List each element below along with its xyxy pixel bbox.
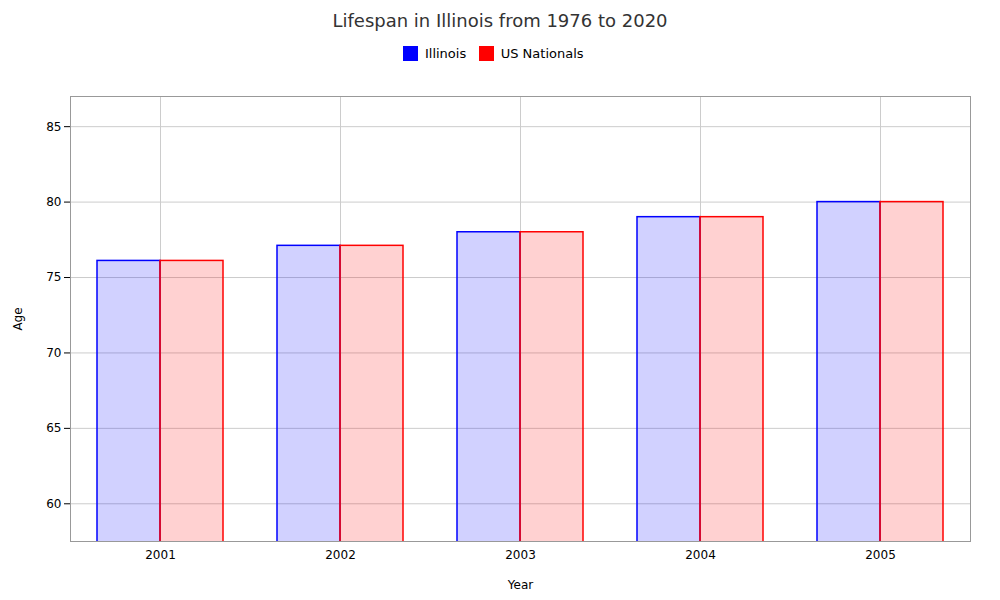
- html-text:Lifespan in Illinois from 1976: Lifespan in Illinois from 1976 to 2020: [332, 10, 668, 31]
- svg-text:2005: 2005: [865, 548, 896, 562]
- svg-text:80: 80: [46, 194, 61, 208]
- svg-text:Year: Year: [507, 577, 533, 591]
- svg-text:2004: 2004: [685, 548, 716, 562]
- html-text:Illinois: Illinois: [425, 46, 467, 61]
- svg-text:2003: 2003: [505, 548, 536, 562]
- svg-text:Age: Age: [11, 307, 25, 330]
- svg-text:2001: 2001: [145, 548, 176, 562]
- svg-text:60: 60: [46, 496, 61, 510]
- html-text:US Nationals: US Nationals: [500, 46, 584, 61]
- svg-text:75: 75: [46, 270, 61, 284]
- svg-text:2002: 2002: [325, 548, 356, 562]
- svg-text:65: 65: [46, 421, 61, 435]
- svg-text:85: 85: [46, 119, 61, 133]
- svg-text:70: 70: [46, 345, 61, 359]
